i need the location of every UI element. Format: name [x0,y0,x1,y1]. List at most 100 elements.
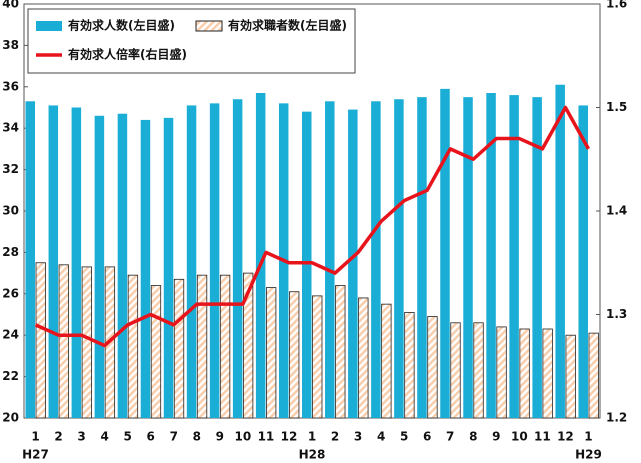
x-tick-label: 12 [557,430,574,444]
x-group-label: H28 [299,448,326,462]
x-tick-label: 10 [511,430,528,444]
x-tick-label: 10 [235,430,252,444]
y-tick-label: 22 [2,369,19,383]
x-tick-label: 8 [193,430,201,444]
x-tick-label: 7 [446,430,454,444]
bar [163,117,174,418]
bar [555,84,565,418]
bar [542,328,553,419]
y-tick-label: 38 [2,38,19,52]
legend-swatch [195,20,223,32]
y2-tick-label: 1.4 [606,204,627,218]
bar [509,95,519,418]
bar [48,105,59,419]
bar [427,316,438,419]
bar [404,312,415,419]
bar [335,285,346,419]
bar [196,274,208,419]
y2-tick-label: 1.3 [606,307,627,321]
bar [242,272,254,419]
bar [232,99,243,418]
bar [417,97,427,419]
x-tick-label: 2 [54,430,62,444]
y2-tick-label: 1.2 [606,411,627,425]
y-tick-label: 24 [2,328,19,342]
bar [25,101,36,418]
legend-label: 有効求職者数(左目盛) [228,18,347,33]
y-tick-label: 30 [2,204,19,218]
bar [532,97,542,419]
x-tick-label: 1 [31,430,39,444]
bar [519,328,530,419]
y-tick-label: 36 [2,79,19,93]
bar [394,99,404,418]
bar [473,322,484,419]
x-tick-label: 11 [258,430,275,444]
x-tick-label: 2 [331,430,339,444]
bar [127,274,139,419]
legend-box [27,8,356,74]
y-tick-label: 28 [2,245,19,259]
bar [117,113,128,419]
x-tick-label: 3 [354,430,362,444]
y2-tick-label: 1.5 [606,100,627,114]
bar [565,334,576,419]
x-group-label: H29 [575,448,602,462]
x-tick-label: 4 [100,430,108,444]
x-tick-label: 1 [308,430,316,444]
legend-label: 有効求人数(左目盛) [68,18,175,33]
x-tick-label: 9 [216,430,224,444]
line [34,105,591,348]
bar [463,97,473,419]
bar [266,287,277,419]
x-tick-label: 11 [534,430,551,444]
bar [325,101,335,418]
x-tick-label: 5 [124,430,132,444]
y-tick-label: 32 [2,162,19,176]
x-tick-label: 6 [423,430,431,444]
x-group-label: H27 [22,448,49,462]
x-tick-label: 3 [77,430,85,444]
bar [209,103,220,419]
bar [496,326,507,419]
bar [150,285,162,419]
y2-tick-label: 1.6 [606,0,627,11]
bar [71,107,82,418]
bar [440,88,450,419]
x-tick-label: 1 [584,430,592,444]
y-tick-label: 26 [2,286,19,300]
x-tick-label: 4 [377,430,385,444]
legend-label: 有効求人倍率(右目盛) [68,47,187,62]
bar [58,264,69,419]
bar [140,119,151,419]
bar [578,105,588,419]
bar [81,266,92,419]
x-tick-label: 12 [281,430,298,444]
x-tick-label: 5 [400,430,408,444]
x-tick-label: 7 [170,430,178,444]
bar [255,93,266,418]
x-tick-label: 8 [469,430,477,444]
legend-swatch [36,21,62,31]
bar [450,322,461,419]
bar [312,295,323,419]
bar [35,262,46,419]
bar [348,109,358,418]
bar [358,297,369,419]
y-tick-label: 40 [2,0,19,11]
bar [186,105,197,419]
x-tick-label: 6 [147,430,155,444]
bar [94,115,105,418]
bar [219,274,231,419]
bar [173,278,185,419]
x-tick-label: 9 [492,430,500,444]
y-tick-label: 34 [2,121,19,135]
y-tick-label: 20 [2,411,19,425]
bar [371,101,381,418]
bar [588,332,599,419]
bar [381,303,392,419]
bar [289,291,300,419]
bar [486,93,496,418]
bar [302,111,312,418]
